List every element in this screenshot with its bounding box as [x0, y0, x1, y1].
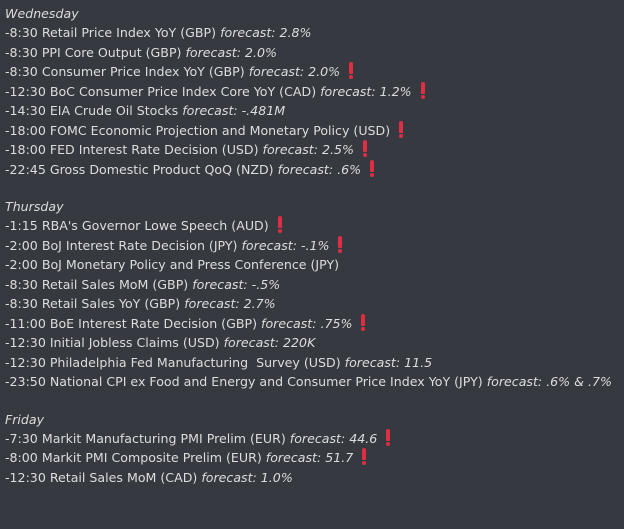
event-text: -18:00 FOMC Economic Projection and Mone… — [5, 122, 391, 138]
exclamation-icon — [362, 140, 367, 157]
exclamation-icon — [277, 216, 282, 233]
event-line: -22:45 Gross Domestic Product QoQ (NZD) … — [5, 159, 624, 180]
event-line: -14:30 EIA Crude Oil Stocks forecast: -.… — [5, 101, 624, 121]
event-text: -8:30 Retail Sales MoM (GBP) — [5, 276, 189, 292]
exclamation-icon — [361, 313, 366, 331]
event-forecast: forecast: .6% — [277, 161, 362, 177]
event-text: -8:30 PPI Core Output (GBP) — [5, 44, 182, 60]
message-content: Wednesday -8:30 Retail Price Index YoY (… — [5, 6, 624, 488]
event-line: -2:00 BoJ Interest Rate Decision (JPY) f… — [5, 235, 624, 256]
event-line: -8:30 Retail Sales MoM (GBP) forecast: -… — [5, 275, 624, 295]
event-forecast: forecast: 2.5% — [262, 142, 354, 157]
event-line: -8:30 Consumer Price Index YoY (GBP) for… — [5, 62, 624, 82]
event-forecast: forecast: 2.7% — [184, 296, 276, 311]
exclamation-icon — [362, 448, 367, 465]
event-line: -8:00 Markit PMI Composite Prelim (EUR) … — [5, 448, 624, 468]
event-text: -8:30 Consumer Price Index YoY (GBP) — [5, 64, 245, 79]
event-line: -12:30 Philadelphia Fed Manufacturing Su… — [5, 353, 624, 373]
event-text: -1:15 RBA's Governor Lowe Speech (AUD) — [5, 218, 269, 233]
event-text: -23:50 National CPI ex Food and Energy a… — [5, 374, 483, 389]
event-forecast: forecast: 2.8% — [220, 25, 312, 40]
event-text: -11:00 BoE Interest Rate Decision (GBP) — [5, 315, 257, 331]
event-line: -8:30 PPI Core Output (GBP) forecast: 2.… — [5, 43, 624, 63]
event-text: -12:30 Philadelphia Fed Manufacturing Su… — [5, 354, 341, 370]
event-forecast: forecast: 11.5 — [344, 354, 433, 370]
event-text: -7:30 Markit Manufacturing PMI Prelim (E… — [5, 430, 286, 446]
event-forecast: forecast: .6% & .7% — [486, 374, 612, 389]
day-heading: Thursday — [5, 199, 64, 214]
event-text: -2:00 BoJ Monetary Policy and Press Conf… — [5, 257, 340, 272]
event-line: -8:30 Retail Price Index YoY (GBP) forec… — [5, 23, 624, 43]
event-text: -8:30 Retail Sales YoY (GBP) — [5, 296, 181, 311]
event-text: -8:30 Retail Price Index YoY (GBP) — [5, 25, 217, 40]
event-line: -11:00 BoE Interest Rate Decision (GBP) … — [5, 313, 624, 334]
exclamation-icon — [399, 120, 404, 138]
event-text: -22:45 Gross Domestic Product QoQ (NZD) — [5, 161, 274, 177]
event-line: -23:50 National CPI ex Food and Energy a… — [5, 372, 624, 392]
event-line: -18:00 FED Interest Rate Decision (USD) … — [5, 140, 624, 160]
event-line: -12:30 Initial Jobless Claims (USD) fore… — [5, 333, 624, 353]
event-forecast: forecast: 220K — [223, 335, 316, 350]
event-text: -12:30 Retail Sales MoM (CAD) — [5, 469, 198, 485]
day-heading: Friday — [5, 411, 45, 427]
exclamation-icon — [386, 428, 391, 446]
exclamation-icon — [349, 62, 354, 79]
event-forecast: forecast: 51.7 — [265, 450, 354, 465]
event-text: -12:30 Initial Jobless Claims (USD) — [5, 335, 220, 350]
exclamation-icon — [370, 159, 375, 177]
event-text: -12:30 BoC Consumer Price Index Core YoY… — [5, 83, 317, 99]
event-text: -18:00 FED Interest Rate Decision (USD) — [5, 142, 259, 157]
event-forecast: forecast: -.5% — [192, 276, 281, 292]
event-line: -12:30 BoC Consumer Price Index Core YoY… — [5, 81, 624, 102]
event-forecast: forecast: 44.6 — [289, 430, 378, 446]
event-text: -2:00 BoJ Interest Rate Decision (JPY) — [5, 237, 238, 253]
event-line: -1:15 RBA's Governor Lowe Speech (AUD) — [5, 216, 624, 236]
event-line: -7:30 Markit Manufacturing PMI Prelim (E… — [5, 428, 624, 449]
event-line: -18:00 FOMC Economic Projection and Mone… — [5, 120, 624, 141]
exclamation-icon — [420, 81, 425, 99]
event-line: -12:30 Retail Sales MoM (CAD) forecast: … — [5, 468, 624, 488]
event-forecast: forecast: 1.2% — [320, 83, 412, 99]
event-forecast: forecast: -.1% — [241, 237, 330, 253]
day-heading: Wednesday — [5, 6, 79, 21]
event-forecast: forecast: .75% — [261, 315, 353, 331]
event-text: -8:00 Markit PMI Composite Prelim (EUR) — [5, 450, 262, 465]
event-forecast: forecast: -.481M — [182, 103, 286, 118]
exclamation-icon — [338, 235, 343, 253]
event-line: -2:00 BoJ Monetary Policy and Press Conf… — [5, 255, 624, 275]
blank-line — [5, 179, 624, 198]
event-line: -8:30 Retail Sales YoY (GBP) forecast: 2… — [5, 294, 624, 314]
event-forecast: forecast: 1.0% — [201, 469, 293, 485]
blank-line — [5, 392, 624, 411]
event-forecast: forecast: 2.0% — [248, 64, 341, 79]
event-forecast: forecast: 2.0% — [185, 44, 277, 60]
event-text: -14:30 EIA Crude Oil Stocks — [5, 103, 179, 118]
